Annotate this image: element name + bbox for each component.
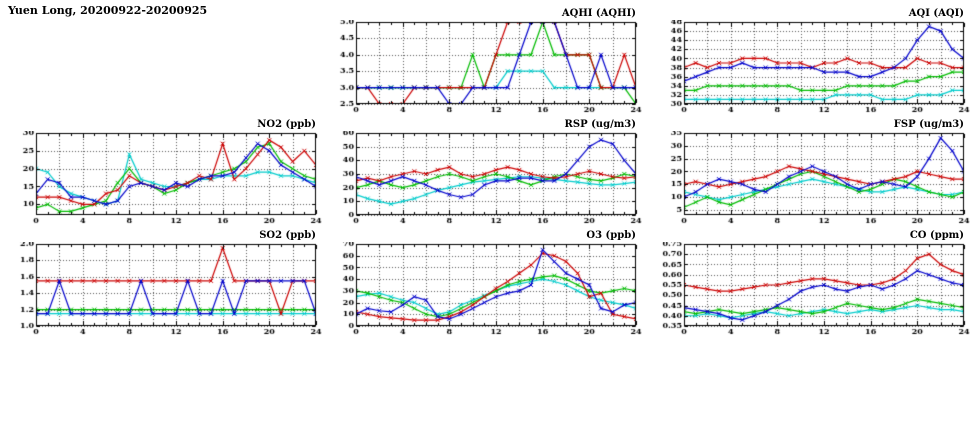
chart-rsp: RSP (ug/m3) — [330, 119, 642, 227]
chart-o3-plot — [330, 242, 642, 338]
chart-aqi: AQI (AQI) — [658, 8, 970, 116]
chart-no2-title: NO2 (ppb) — [257, 119, 316, 130]
chart-so2-title: SO2 (ppb) — [259, 230, 316, 241]
page-title: Yuen Long, 20200922-20200925 — [8, 4, 208, 17]
chart-co-title: CO (ppm) — [909, 230, 964, 241]
chart-o3-title: O3 (ppb) — [586, 230, 636, 241]
chart-aqi-title: AQI (AQI) — [908, 8, 964, 19]
chart-so2-plot — [10, 242, 322, 338]
chart-so2: SO2 (ppb) — [10, 230, 322, 338]
chart-rsp-title: RSP (ug/m3) — [564, 119, 636, 130]
chart-no2-plot — [10, 131, 322, 227]
chart-aqi-plot — [658, 20, 970, 116]
chart-rsp-plot — [330, 131, 642, 227]
chart-fsp: FSP (ug/m3) — [658, 119, 970, 227]
chart-co-plot — [658, 242, 970, 338]
chart-fsp-title: FSP (ug/m3) — [893, 119, 964, 130]
chart-no2: NO2 (ppb) — [10, 119, 322, 227]
chart-aqhi-plot — [330, 20, 642, 116]
chart-aqhi: AQHI (AQHI) — [330, 8, 642, 116]
chart-o3: O3 (ppb) — [330, 230, 642, 338]
chart-co: CO (ppm) — [658, 230, 970, 338]
chart-aqhi-title: AQHI (AQHI) — [561, 8, 636, 19]
chart-fsp-plot — [658, 131, 970, 227]
